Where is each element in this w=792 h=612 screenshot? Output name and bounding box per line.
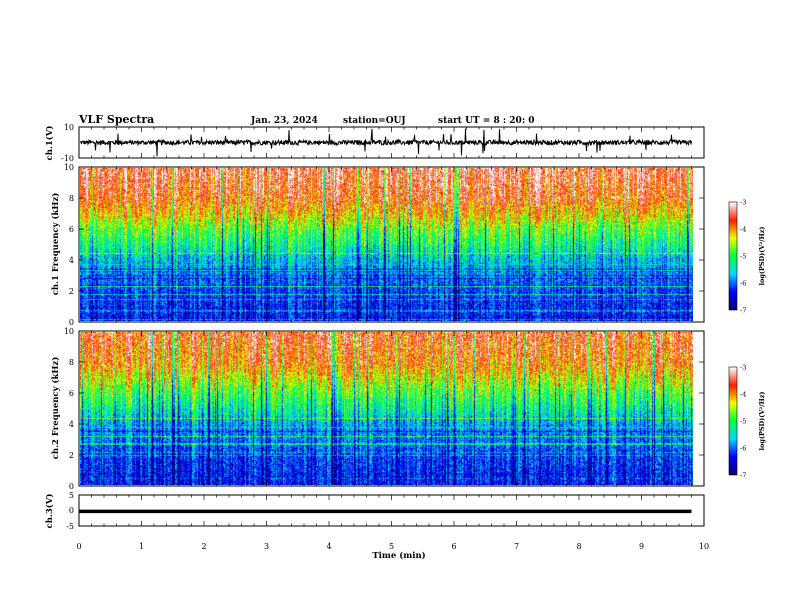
ch3-waveform-ticks [78,495,705,526]
ch1-colorbar [729,202,737,310]
ch1-waveform-ticks [78,127,705,158]
ch2-frequency-tick-labels: 0 2 4 6 8 10 [64,327,704,491]
time-tick-label: 8 [576,542,581,551]
ch2-colorbar-tick-label: -4 [740,391,746,399]
time-axis-label: Time (min) [372,550,425,561]
ch2-colorbar-tick-label: -7 [740,472,746,480]
ch1-frequency-tick-labels: 0 2 4 6 8 10 [64,163,704,327]
ch1-spectrogram-ticks [78,167,705,322]
ch1-frequency-ytick-label: 2 [69,287,74,296]
ch3-waveform-ylabel: ch.3(V) [44,494,55,529]
ch1-spectrogram-heatmap [80,168,693,321]
ch1-colorbar-label: log(PSD)(V²/Hz) [758,227,766,286]
ch1-colorbar-tick-label: -6 [740,280,746,288]
time-tick-label: 7 [514,542,519,551]
ch2-frequency-ytick-label: 10 [64,327,74,336]
time-tick-label: 10 [699,542,709,551]
ch2-frequency-ytick-label: 4 [69,420,74,429]
ch1-colorbar-frame [728,201,738,311]
ch2-spectrogram-ylabel: ch.2 Frequency (kHz) [50,357,61,460]
header-start-time: start UT = 8 : 20: 0 [438,116,535,126]
ch2-colorbar-frame [728,366,738,476]
ch1-frequency-ytick-label: 8 [69,194,74,203]
ch2-frequency-ytick-label: 2 [69,451,74,460]
header-date: Jan. 23, 2024 [250,116,318,126]
time-tick-label: 1 [139,542,144,551]
ch1-waveform-line [79,128,692,157]
ch1-colorbar-tick-labels: -3 -4 -5 -6 -7 [740,199,746,315]
ch2-colorbar-label: log(PSD)(V²/Hz) [758,392,766,451]
ch1-colorbar-tick-label: -7 [740,307,746,315]
ch1-spectrogram-ylabel: ch.1 Frequency (kHz) [50,193,61,296]
ch2-colorbar-tick-labels: -3 -4 -5 -6 -7 [740,364,746,480]
ch2-colorbar-tick-label: -3 [740,364,746,372]
ch2-spectrogram-heatmap [80,332,693,485]
ch2-frequency-ytick-label: 6 [69,389,74,398]
ch2-frequency-ytick-label: 0 [69,482,74,491]
ch2-colorbar-tick-label: -5 [740,418,746,426]
ch2-spectrogram-ticks [78,331,705,486]
time-axis-tick-labels: 0 1 2 3 4 5 6 7 8 9 10 [76,542,709,551]
ch2-colorbar-tick-label: -6 [740,445,746,453]
ch1-frequency-ytick-label: 6 [69,225,74,234]
ch1-frequency-ytick-label: 0 [69,318,74,327]
ch3-ytick-label: -5 [66,522,74,531]
figure-title: VLF Spectra [78,113,154,126]
time-tick-label: 2 [201,542,206,551]
time-tick-label: 0 [76,542,81,551]
time-tick-label: 5 [389,542,394,551]
time-tick-label: 3 [264,542,269,551]
ch1-waveform-panel: 10 -10 ch.1(V) [44,123,705,163]
time-tick-label: 6 [451,542,456,551]
ch1-frequency-ytick-label: 10 [64,163,74,172]
header-station: station=OUJ [343,116,406,126]
ch1-waveform-ylabel: ch.1(V) [44,126,55,161]
ch1-colorbar-tick-label: -3 [740,199,746,207]
ch1-colorbar-tick-label: -5 [740,253,746,261]
ch1-ytick-label: 10 [64,123,74,132]
ch2-frequency-ytick-label: 8 [69,358,74,367]
ch3-ytick-label: 0 [69,506,74,515]
ch3-waveform-panel: 5 0 -5 ch.3(V) [44,491,705,531]
ch3-ytick-label: 5 [69,491,74,500]
ch1-ytick-label: -10 [61,154,74,163]
time-tick-label: 4 [326,542,331,551]
ch1-frequency-ytick-label: 4 [69,256,74,265]
ch1-colorbar-tick-label: -4 [740,226,746,234]
ch2-colorbar [729,367,737,475]
time-tick-label: 9 [639,542,644,551]
